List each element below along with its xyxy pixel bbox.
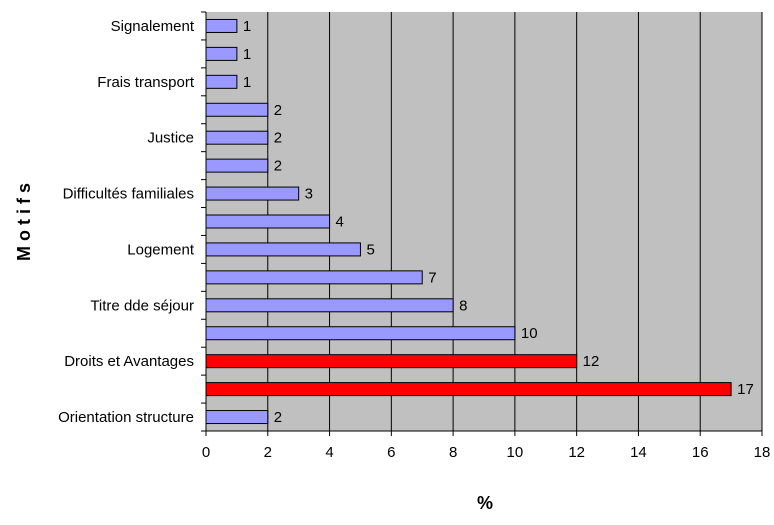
- data-label: 1: [243, 46, 251, 63]
- bar: [205, 382, 732, 397]
- x-tick-label: 18: [754, 444, 771, 461]
- axes: [201, 11, 763, 436]
- category-label: Orientation structure: [58, 409, 194, 426]
- bar: [205, 326, 516, 341]
- data-label: 4: [336, 214, 344, 231]
- category-label: Difficultés familiales: [63, 186, 194, 203]
- bar: [205, 242, 361, 257]
- bar: [205, 18, 238, 33]
- x-tick-label: 14: [630, 444, 647, 461]
- data-label: 7: [428, 269, 436, 286]
- data-label: 1: [243, 18, 251, 35]
- category-label: Droits et Avantages: [64, 353, 194, 370]
- x-axis-title: %: [477, 493, 493, 513]
- category-label: Justice: [147, 130, 194, 147]
- data-label: 2: [274, 130, 282, 147]
- bar: [205, 130, 269, 145]
- x-tick-label: 2: [264, 444, 272, 461]
- data-label: 8: [459, 297, 467, 314]
- data-label: 1: [243, 74, 251, 91]
- bar: [205, 158, 269, 173]
- bar: [205, 298, 454, 313]
- data-label: 5: [366, 241, 374, 258]
- x-tick-label: 4: [325, 444, 333, 461]
- data-label: 2: [274, 158, 282, 175]
- bar: [205, 410, 269, 425]
- bar: [205, 270, 423, 285]
- category-label: Frais transport: [97, 74, 195, 91]
- data-label: 2: [274, 409, 282, 426]
- category-label: Signalement: [111, 18, 195, 35]
- x-tick-label: 6: [387, 444, 395, 461]
- data-label: 17: [737, 381, 754, 398]
- data-label: 2: [274, 102, 282, 119]
- bar: [205, 102, 269, 117]
- x-tick-label: 12: [568, 444, 585, 461]
- data-label: 3: [305, 186, 313, 203]
- data-label: 10: [521, 325, 538, 342]
- category-label: Titre dde séjour: [90, 297, 194, 314]
- bar: [205, 214, 331, 229]
- bar: [205, 354, 578, 369]
- bar: [205, 46, 238, 61]
- category-label: Logement: [127, 241, 195, 258]
- x-tick-label: 0: [202, 444, 210, 461]
- y-axis-title: M o t i f s: [14, 183, 34, 261]
- data-label: 12: [583, 353, 600, 370]
- x-tick-label: 8: [449, 444, 457, 461]
- bar: [205, 74, 238, 89]
- x-tick-label: 16: [692, 444, 709, 461]
- x-tick-label: 10: [507, 444, 524, 461]
- bar: [205, 186, 300, 201]
